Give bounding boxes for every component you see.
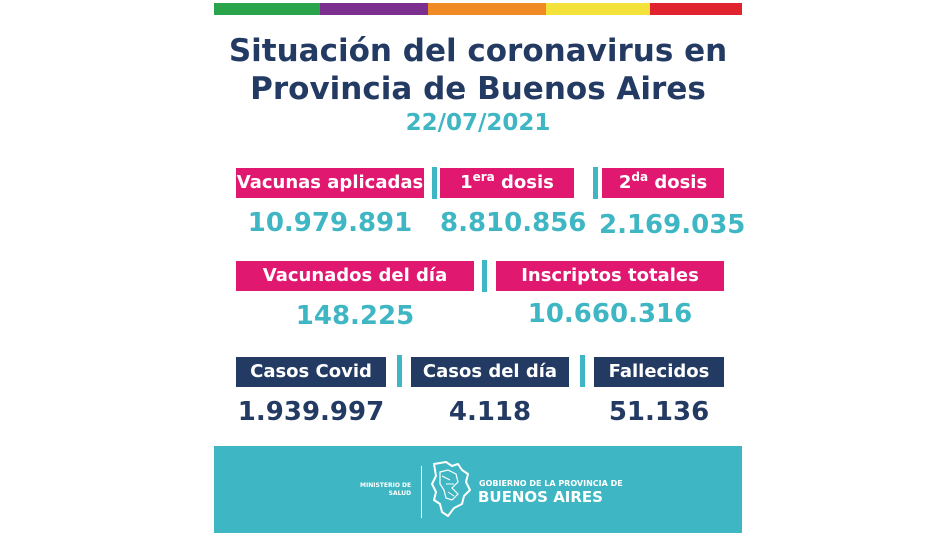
ministerio-line-1: MINISTERIO DE [360,482,412,489]
color-stripe-green [214,3,320,15]
title-line-1: Situación del coronavirus en [228,33,728,69]
primera-dosis-prefix: 1 [460,172,473,193]
infographic-card: Situación del coronavirus en Provincia d… [214,0,746,533]
footer-divider [421,466,422,518]
title-line-2: Provincia de Buenos Aires [250,71,706,107]
vacunas-aplicadas-label: Vacunas aplicadas [236,168,424,198]
primera-dosis-label: 1era dosis [440,168,574,198]
gobierno-line-2: BUENOS AIRES [478,488,603,506]
report-date: 22/07/2021 [405,110,551,136]
segunda-dosis-superscript: da [631,170,649,184]
primera-dosis-superscript: era [472,170,495,184]
vacunas-aplicadas-value: 10.979.891 [247,208,413,238]
footer-banner: MINISTERIO DE SALUD GOBIERNO DE LA PROVI… [214,446,742,533]
fallecidos-value: 51.136 [608,397,710,427]
segunda-dosis-label: 2da dosis [602,168,724,198]
gobierno-line-1: GOBIERNO DE LA PROVINCIA DE [479,479,623,488]
vacunados-del-dia-value: 148.225 [295,301,415,331]
primera-dosis-value: 8.810.856 [440,208,587,238]
ministerio-de-salud: MINISTERIO DE SALUD [360,482,411,498]
color-stripe-purple [320,3,428,15]
segunda-dosis-prefix: 2 [618,172,632,193]
color-stripe-orange [428,3,546,15]
casos-covid-label: Casos Covid [236,357,386,387]
casos-covid-value: 1.939.997 [237,397,385,427]
separator [593,167,598,199]
separator [580,355,585,387]
color-stripe-red [650,3,742,15]
segunda-dosis-value: 2.169.035 [599,210,746,240]
primera-dosis-suffix: dosis [494,172,554,193]
buenos-aires-province-map-icon [431,461,471,517]
casos-del-dia-value: 4.118 [448,397,532,427]
vacunados-del-dia-label: Vacunados del día [236,261,474,291]
casos-del-dia-label: Casos del día [411,357,569,387]
ministerio-line-2: SALUD [388,490,412,497]
separator [432,167,437,199]
color-stripe-yellow [546,3,650,15]
separator [482,260,487,292]
fallecidos-label: Fallecidos [594,357,724,387]
segunda-dosis-suffix: dosis [648,172,708,193]
inscriptos-totales-label: Inscriptos totales [496,261,724,291]
inscriptos-totales-value: 10.660.316 [527,299,693,329]
separator [397,355,402,387]
